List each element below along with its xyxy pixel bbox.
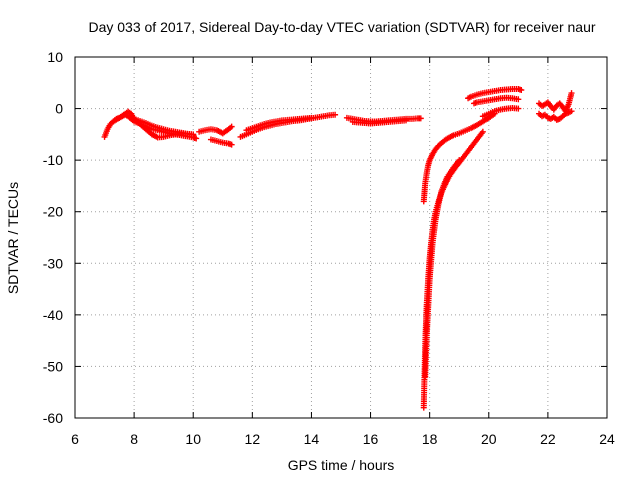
data-point xyxy=(308,114,315,121)
data-point xyxy=(190,131,197,138)
x-tick-label: 24 xyxy=(599,431,615,447)
data-point xyxy=(403,117,410,124)
x-tick-label: 12 xyxy=(245,431,261,447)
axis-ticks: 6 8 10 12 14 16 18 20 22 24 -60 -50 -40 -30 -20 -10 0 10 xyxy=(43,49,615,447)
data-point xyxy=(332,111,339,118)
x-tick-label: 14 xyxy=(304,431,320,447)
y-tick-label: -50 xyxy=(43,358,63,374)
x-tick-label: 8 xyxy=(130,431,138,447)
x-tick-label: 6 xyxy=(71,431,79,447)
series-arc-m xyxy=(465,85,525,102)
data-point xyxy=(568,108,575,115)
y-tick-label: -10 xyxy=(43,152,63,168)
grid xyxy=(75,57,607,418)
data-point xyxy=(228,123,235,130)
series-arc-q xyxy=(536,108,575,123)
x-tick-label: 22 xyxy=(540,431,556,447)
series-arc-i xyxy=(349,117,410,127)
data-point xyxy=(456,157,463,164)
data-point xyxy=(479,128,486,135)
x-tick-label: 20 xyxy=(481,431,497,447)
series-arc-g xyxy=(243,114,315,134)
series-arc-o xyxy=(479,105,522,120)
data-point xyxy=(417,115,424,122)
x-axis-label: GPS time / hours xyxy=(288,457,395,473)
y-tick-label: -20 xyxy=(43,204,63,220)
x-tick-label: 18 xyxy=(422,431,438,447)
plot-frame xyxy=(74,56,608,419)
y-tick-label: -60 xyxy=(43,410,63,426)
y-axis-label: SDTVAR / TECUs xyxy=(5,182,21,294)
data-point xyxy=(518,87,525,94)
series-arc-j xyxy=(420,110,498,205)
series-arc-n xyxy=(471,94,522,107)
series-arc-d xyxy=(196,123,235,137)
data-point xyxy=(515,96,522,103)
data-point xyxy=(193,135,200,142)
series-arc-l xyxy=(422,157,463,380)
x-tick-label: 16 xyxy=(363,431,379,447)
x-tick-label: 10 xyxy=(185,431,201,447)
y-tick-label: -30 xyxy=(43,255,63,271)
data-points xyxy=(101,85,575,411)
data-point xyxy=(568,90,575,97)
series-arc-p xyxy=(536,90,575,115)
y-tick-label: -40 xyxy=(43,307,63,323)
y-tick-label: 0 xyxy=(55,101,63,117)
data-point xyxy=(515,105,522,112)
data-point xyxy=(228,141,235,148)
y-tick-label: 10 xyxy=(47,49,63,65)
chart-title: Day 033 of 2017, Sidereal Day-to-day VTE… xyxy=(88,19,595,35)
series-arc-e xyxy=(207,136,235,148)
series-arc-c xyxy=(131,115,197,138)
